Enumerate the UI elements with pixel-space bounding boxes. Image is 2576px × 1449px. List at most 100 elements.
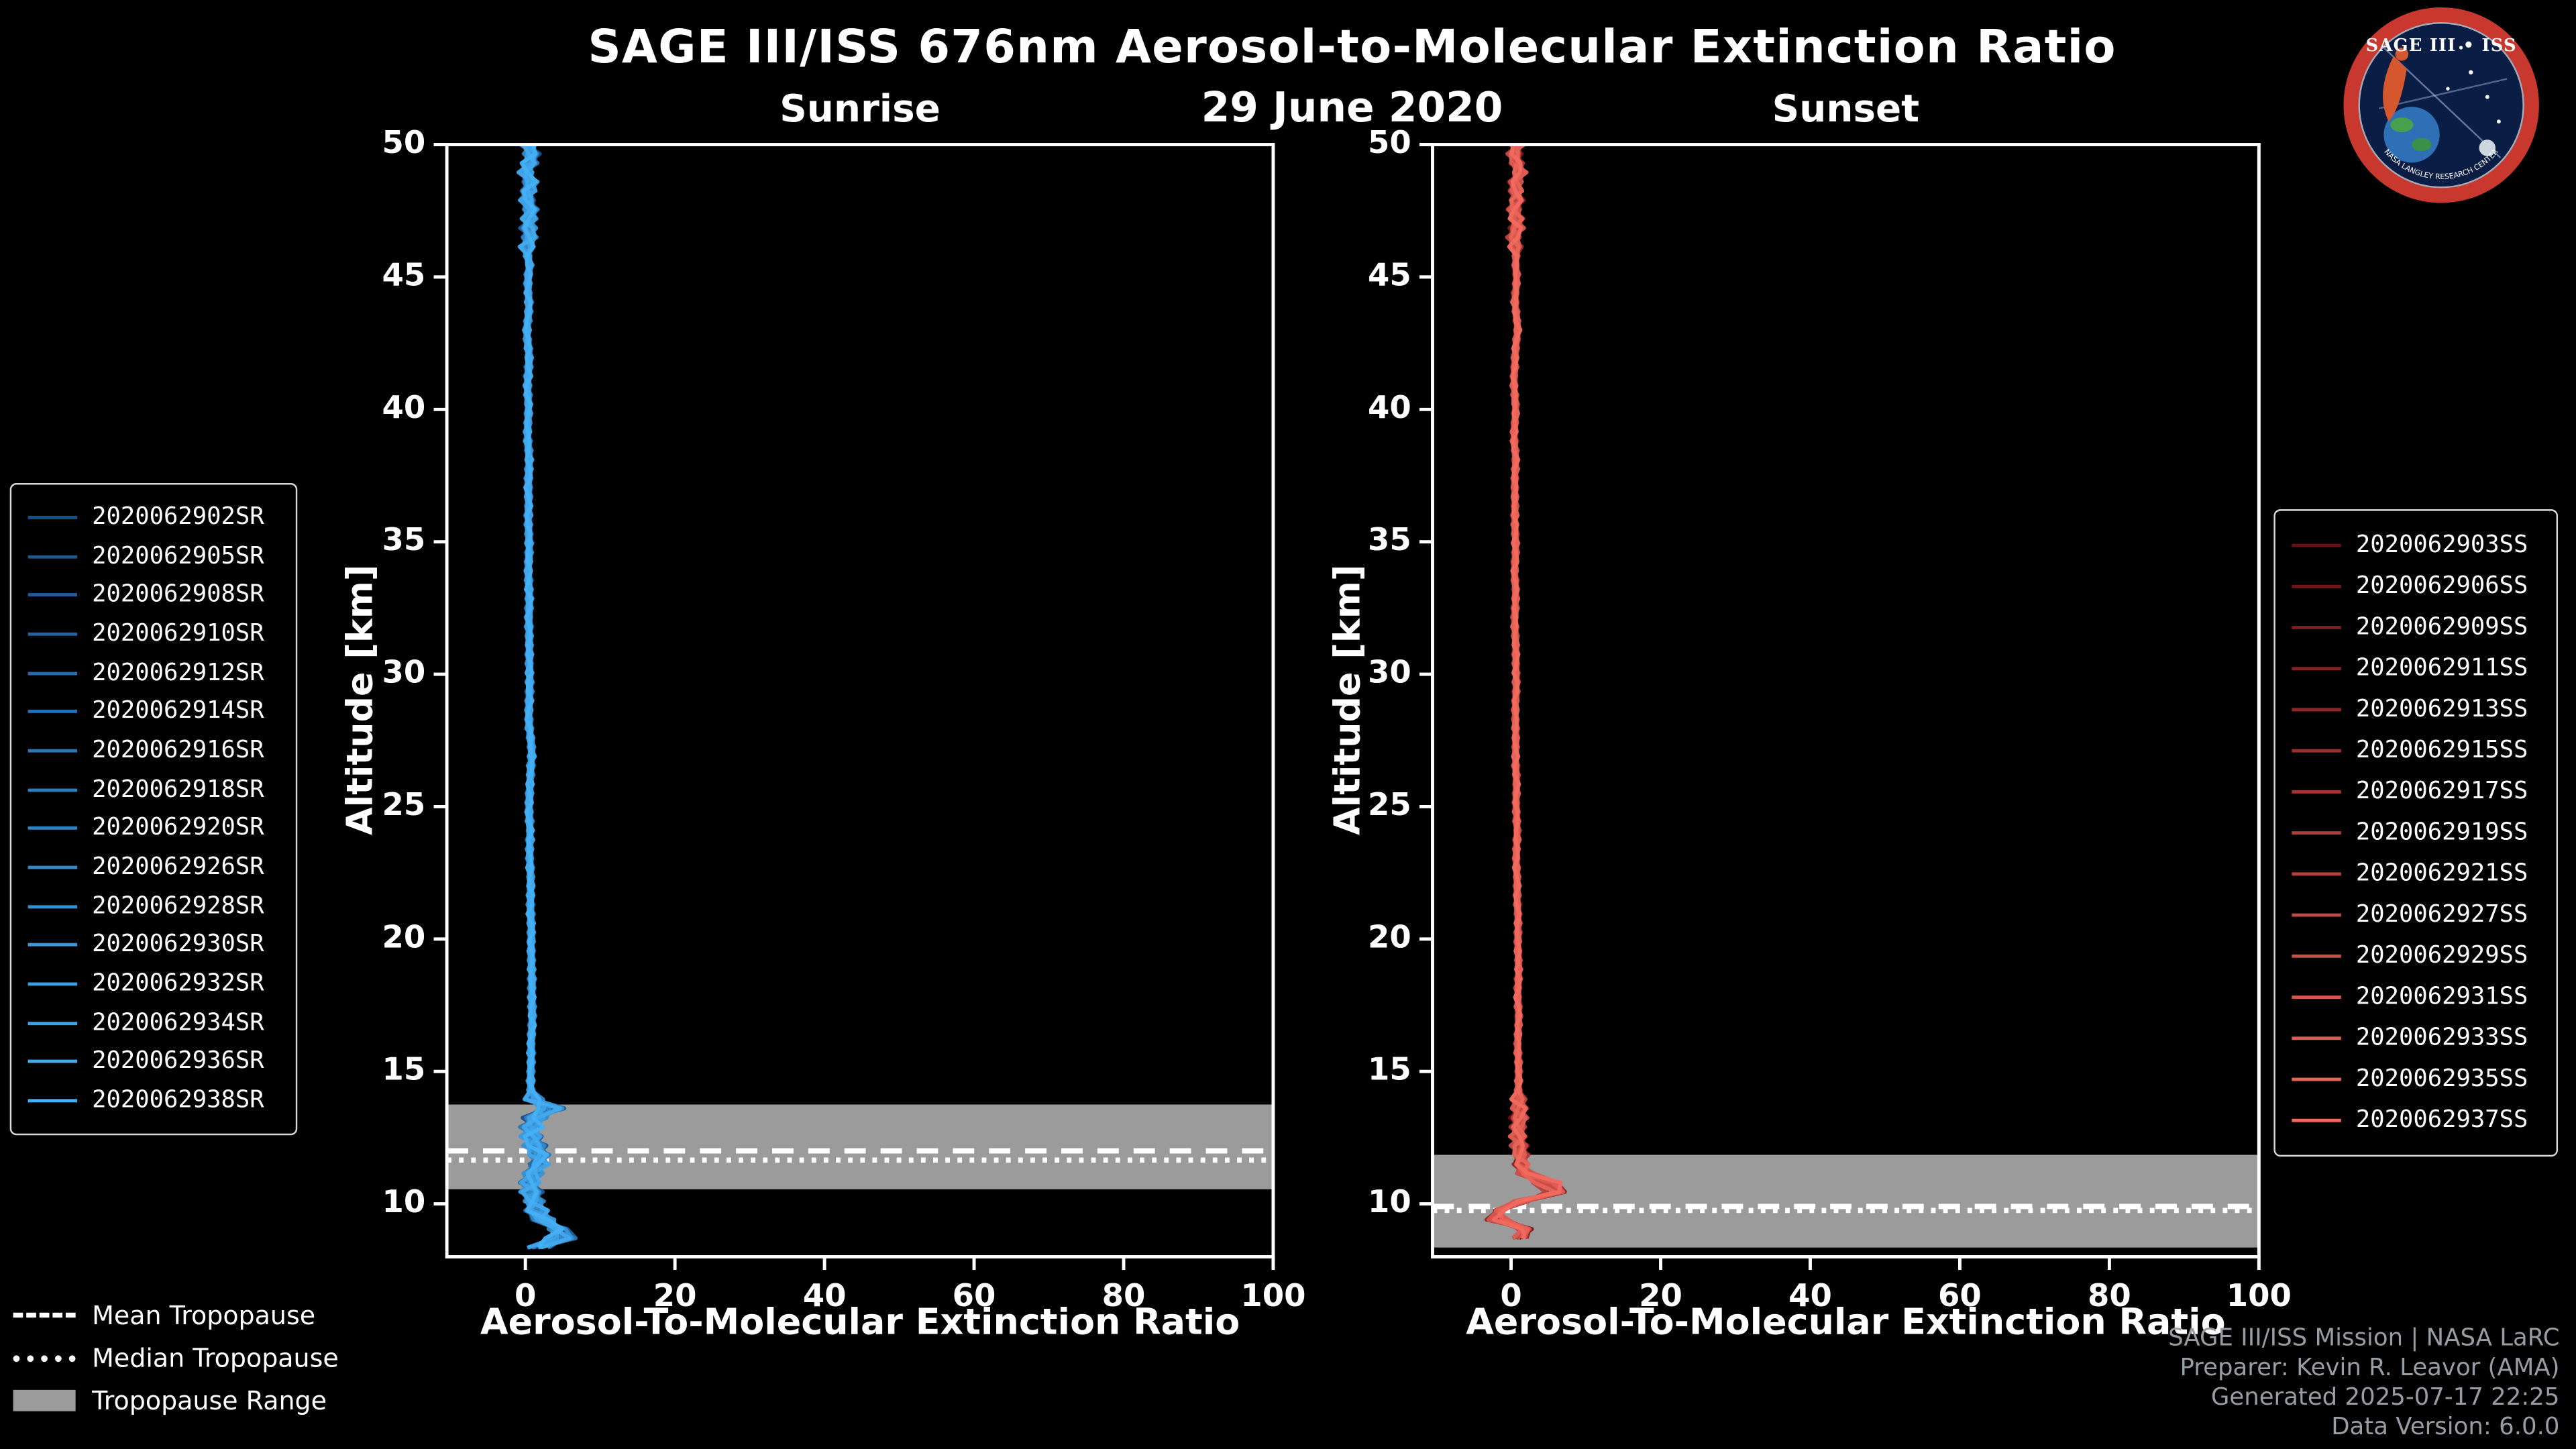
profile-line: [1494, 144, 1566, 1240]
sunset-plot: 10 15 20 25 30 35 40 45 50 0 20 40 60 80 100: [1368, 124, 2292, 1313]
x-tick-label: 80: [1102, 1277, 1146, 1313]
star-icon: [2459, 46, 2463, 50]
legend-label: 2020062910SR: [92, 621, 264, 647]
legend-item: 2020062906SS: [2292, 566, 2540, 606]
median-tropopause-legend-item: Median Tropopause: [13, 1343, 339, 1373]
earth-land-icon: [2412, 138, 2432, 152]
legend-line-swatch: [2292, 584, 2341, 588]
legend-line-swatch: [2292, 831, 2341, 835]
y-tick-label: 45: [382, 256, 426, 292]
y-tick-label: 25: [1368, 786, 1411, 822]
legend-line-swatch: [2292, 1036, 2341, 1040]
legend-line-swatch: [28, 982, 78, 986]
legend-item: 2020062918SR: [28, 770, 280, 809]
profile-line: [1493, 144, 1560, 1240]
star-icon: [2446, 87, 2450, 91]
legend-label: 2020062931SS: [2355, 984, 2528, 1011]
x-tick-label: 20: [1639, 1277, 1682, 1313]
legend-line-swatch: [28, 826, 78, 830]
sunset-xaxis-label: Aerosol-To-Molecular Extinction Ratio: [1466, 1303, 2226, 1344]
profile-line: [1495, 144, 1562, 1240]
credit-mission: SAGE III/ISS Mission | NASA LaRC: [2168, 1326, 2560, 1352]
legend-label: 2020062929SS: [2355, 943, 2528, 970]
legend-item: 2020062916SR: [28, 731, 280, 770]
credit-data-version: Data Version: 6.0.0: [2331, 1414, 2560, 1441]
legend-item: 2020062936SR: [28, 1042, 280, 1081]
legend-label: 2020062928SR: [92, 893, 264, 920]
profile-line: [1496, 144, 1562, 1240]
legend-line-swatch: [2292, 707, 2341, 711]
legend-label: 2020062921SS: [2355, 861, 2528, 888]
profile-line: [1486, 144, 1564, 1240]
moon-icon: [2479, 140, 2496, 156]
x-tick-label: 60: [953, 1277, 996, 1313]
legend-line-swatch: [2292, 872, 2341, 876]
x-tick-label: 80: [2088, 1277, 2131, 1313]
legend-item: 2020062929SS: [2292, 936, 2540, 977]
legend-label: 2020062937SS: [2355, 1108, 2528, 1134]
legend-line-swatch: [28, 593, 78, 597]
page-title: SAGE III/ISS 676nm Aerosol-to-Molecular …: [588, 19, 2116, 74]
legend-item: 2020062930SR: [28, 926, 280, 965]
legend-item: 2020062903SS: [2292, 524, 2540, 565]
legend-label: 2020062920SR: [92, 815, 264, 842]
legend-line-swatch: [28, 671, 78, 675]
star-icon: [2469, 70, 2473, 74]
legend-item: 2020062912SR: [28, 653, 280, 692]
legend-item: 2020062928SR: [28, 887, 280, 926]
y-tick-label: 15: [1368, 1051, 1411, 1087]
legend-label: 2020062905SR: [92, 543, 264, 570]
profile-line: [1491, 144, 1565, 1240]
y-tick-label: 45: [1368, 256, 1411, 292]
legend-label: 2020062926SR: [92, 854, 264, 881]
y-tick-label: 20: [382, 918, 426, 955]
legend-line-swatch: [28, 710, 78, 714]
x-tick-label: 0: [1500, 1277, 1521, 1313]
legend-item: 2020062921SS: [2292, 853, 2540, 894]
tropopause-range-band: [447, 1104, 1273, 1189]
x-tick-label: 100: [1240, 1277, 1305, 1313]
profile-line: [1491, 144, 1562, 1239]
y-tick-label: 40: [382, 389, 426, 425]
legend-label: 2020062915SS: [2355, 737, 2528, 764]
logo-title: SAGE III • ISS: [2366, 36, 2517, 56]
y-tick-label: 35: [1368, 521, 1411, 557]
legend-label: 2020062902SR: [92, 504, 264, 531]
dashed-line-swatch: [13, 1312, 76, 1318]
legend-line-swatch: [2292, 790, 2341, 794]
legend-item: 2020062905SR: [28, 537, 280, 576]
tropopause-range-band: [1432, 1155, 2259, 1248]
earth-land-icon: [2390, 117, 2414, 133]
legend-line-swatch: [2292, 913, 2341, 917]
orbit-line-icon: [2378, 78, 2508, 109]
legend-label: 2020062917SS: [2355, 778, 2528, 805]
legend-label: 2020062912SR: [92, 659, 264, 686]
tropopause-range-legend-item: Tropopause Range: [13, 1385, 339, 1415]
legend-item: 2020062910SR: [28, 614, 280, 653]
date-subtitle: 29 June 2020: [1201, 83, 1503, 131]
credit-generated: Generated 2025-07-17 22:25: [2210, 1385, 2560, 1411]
legend-label: 2020062913SS: [2355, 696, 2528, 723]
sunrise-xaxis-label: Aerosol-To-Molecular Extinction Ratio: [480, 1303, 1240, 1344]
profile-line: [519, 144, 565, 1249]
tropopause-range-label: Tropopause Range: [92, 1385, 327, 1415]
legend-label: 2020062936SR: [92, 1049, 264, 1075]
legend-label: 2020062927SS: [2355, 902, 2528, 928]
legend-item: 2020062935SS: [2292, 1059, 2540, 1100]
legend-label: 2020062916SR: [92, 737, 264, 764]
plot-border: [445, 143, 1275, 1258]
median-tropopause-label: Median Tropopause: [92, 1343, 339, 1373]
legend-line-swatch: [2292, 1119, 2341, 1123]
legend-line-swatch: [2292, 666, 2341, 670]
legend-item: 2020062914SR: [28, 692, 280, 731]
sunrise-legend: 2020062902SR 2020062905SR 2020062908SR 2020…: [9, 483, 298, 1136]
legend-line-swatch: [2292, 625, 2341, 629]
legend-label: 2020062906SS: [2355, 572, 2528, 599]
profile-line: [516, 144, 559, 1250]
legend-item: 2020062913SS: [2292, 689, 2540, 730]
legend-label: 2020062903SS: [2355, 531, 2528, 558]
profile-line: [1484, 144, 1567, 1239]
sunset-panel-title: Sunset: [1772, 89, 1920, 131]
legend-label: 2020062908SR: [92, 582, 264, 608]
